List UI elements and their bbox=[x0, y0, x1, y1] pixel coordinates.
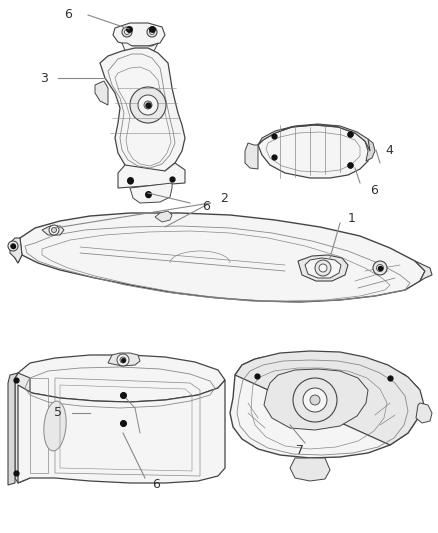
Circle shape bbox=[130, 87, 166, 123]
Polygon shape bbox=[100, 48, 185, 175]
Polygon shape bbox=[42, 226, 64, 235]
Text: 4: 4 bbox=[385, 143, 393, 157]
Polygon shape bbox=[305, 258, 341, 278]
Circle shape bbox=[138, 95, 158, 115]
Circle shape bbox=[117, 354, 129, 366]
Circle shape bbox=[293, 378, 337, 422]
Circle shape bbox=[122, 27, 132, 37]
Ellipse shape bbox=[44, 401, 66, 451]
Circle shape bbox=[377, 264, 384, 271]
Circle shape bbox=[310, 395, 320, 405]
Circle shape bbox=[120, 357, 126, 363]
Polygon shape bbox=[118, 163, 185, 188]
Text: 6: 6 bbox=[202, 199, 210, 213]
Text: 1: 1 bbox=[348, 212, 356, 224]
Polygon shape bbox=[290, 458, 330, 481]
Text: 3: 3 bbox=[40, 71, 48, 85]
Circle shape bbox=[8, 241, 18, 251]
Circle shape bbox=[11, 244, 15, 248]
Circle shape bbox=[303, 388, 327, 412]
Text: 5: 5 bbox=[54, 407, 62, 419]
Polygon shape bbox=[258, 125, 370, 178]
Polygon shape bbox=[258, 124, 370, 151]
Circle shape bbox=[149, 29, 155, 35]
Polygon shape bbox=[415, 261, 432, 281]
Polygon shape bbox=[264, 369, 368, 430]
Polygon shape bbox=[18, 380, 225, 483]
Circle shape bbox=[319, 264, 327, 272]
Polygon shape bbox=[130, 183, 172, 203]
Polygon shape bbox=[10, 238, 22, 263]
Polygon shape bbox=[122, 43, 158, 63]
Polygon shape bbox=[416, 403, 432, 423]
Polygon shape bbox=[108, 353, 140, 366]
Text: 6: 6 bbox=[64, 9, 72, 21]
Polygon shape bbox=[230, 353, 422, 458]
Text: 7: 7 bbox=[296, 443, 304, 456]
Text: 6: 6 bbox=[152, 479, 160, 491]
Polygon shape bbox=[155, 211, 172, 222]
Polygon shape bbox=[245, 143, 258, 169]
Circle shape bbox=[315, 260, 331, 276]
Circle shape bbox=[144, 101, 152, 109]
Text: 6: 6 bbox=[370, 184, 378, 198]
Circle shape bbox=[373, 261, 387, 275]
Circle shape bbox=[147, 27, 157, 37]
Polygon shape bbox=[298, 255, 348, 281]
Circle shape bbox=[52, 228, 57, 232]
Polygon shape bbox=[365, 139, 375, 161]
Polygon shape bbox=[18, 213, 425, 302]
Polygon shape bbox=[113, 23, 165, 46]
Circle shape bbox=[49, 225, 59, 235]
Polygon shape bbox=[95, 81, 108, 105]
Polygon shape bbox=[235, 351, 424, 445]
Text: 2: 2 bbox=[220, 192, 228, 206]
Circle shape bbox=[124, 29, 130, 35]
Polygon shape bbox=[15, 355, 225, 402]
Polygon shape bbox=[15, 238, 22, 263]
Polygon shape bbox=[8, 373, 18, 485]
Polygon shape bbox=[15, 373, 30, 483]
